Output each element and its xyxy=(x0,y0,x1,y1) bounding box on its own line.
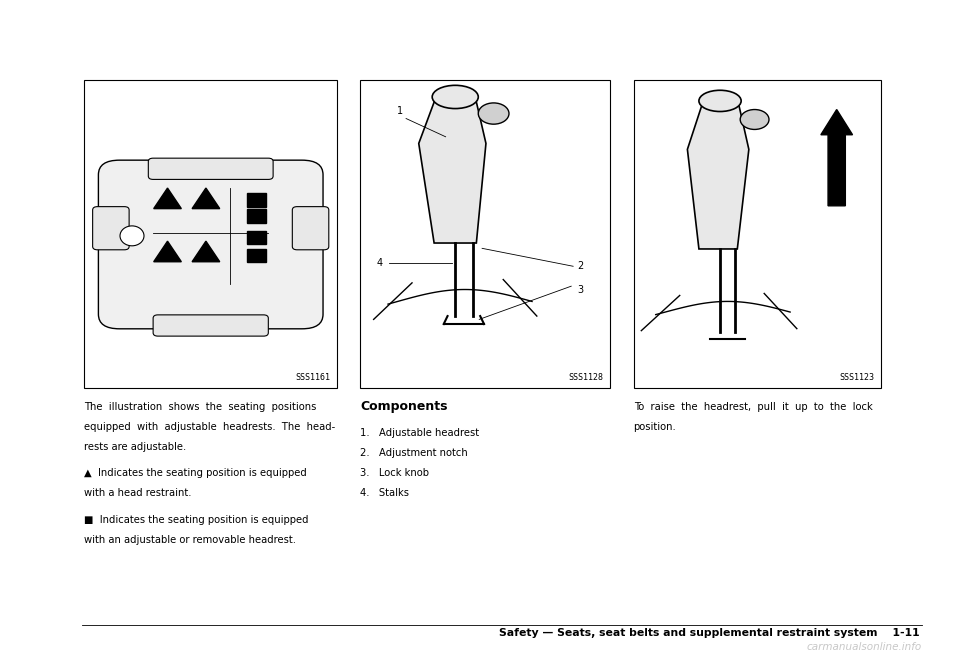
Polygon shape xyxy=(687,98,749,249)
Polygon shape xyxy=(192,188,220,208)
Text: To  raise  the  headrest,  pull  it  up  to  the  lock: To raise the headrest, pull it up to the… xyxy=(634,402,873,412)
Bar xyxy=(360,80,610,388)
Text: rests are adjustable.: rests are adjustable. xyxy=(84,442,187,452)
Bar xyxy=(248,231,267,244)
Text: equipped  with  adjustable  headrests.  The  head-: equipped with adjustable headrests. The … xyxy=(84,422,336,432)
Circle shape xyxy=(740,110,769,129)
FancyArrow shape xyxy=(821,110,852,206)
Bar xyxy=(84,80,337,388)
Text: ▲  Indicates the seating position is equipped: ▲ Indicates the seating position is equi… xyxy=(84,468,307,478)
Text: 3: 3 xyxy=(578,284,584,295)
FancyBboxPatch shape xyxy=(99,160,323,329)
Text: 1: 1 xyxy=(397,106,403,116)
Text: 4.   Stalks: 4. Stalks xyxy=(360,488,409,498)
Text: 2.   Adjustment notch: 2. Adjustment notch xyxy=(360,448,468,458)
Text: 3.   Lock knob: 3. Lock knob xyxy=(360,468,429,478)
Polygon shape xyxy=(154,188,181,208)
Bar xyxy=(634,80,881,388)
Bar xyxy=(248,209,267,222)
Text: SSS1161: SSS1161 xyxy=(296,373,330,382)
FancyBboxPatch shape xyxy=(92,207,129,250)
FancyBboxPatch shape xyxy=(292,207,328,250)
Bar xyxy=(248,193,267,207)
Text: with an adjustable or removable headrest.: with an adjustable or removable headrest… xyxy=(84,535,297,544)
Polygon shape xyxy=(154,241,181,262)
Text: Components: Components xyxy=(360,400,447,414)
FancyBboxPatch shape xyxy=(148,158,273,179)
Polygon shape xyxy=(192,241,220,262)
Text: 1.   Adjustable headrest: 1. Adjustable headrest xyxy=(360,428,479,438)
Polygon shape xyxy=(419,94,486,243)
FancyBboxPatch shape xyxy=(154,315,268,336)
Ellipse shape xyxy=(432,85,478,108)
Text: The  illustration  shows  the  seating  positions: The illustration shows the seating posit… xyxy=(84,402,317,412)
Circle shape xyxy=(478,103,509,124)
Bar xyxy=(248,249,267,262)
Text: Safety — Seats, seat belts and supplemental restraint system    1-11: Safety — Seats, seat belts and supplemen… xyxy=(499,628,920,638)
Text: SSS1123: SSS1123 xyxy=(840,373,875,382)
Text: ■  Indicates the seating position is equipped: ■ Indicates the seating position is equi… xyxy=(84,515,309,525)
Text: with a head restraint.: with a head restraint. xyxy=(84,488,192,498)
Ellipse shape xyxy=(120,226,144,246)
Text: SSS1128: SSS1128 xyxy=(568,373,603,382)
Text: carmanualsonline.info: carmanualsonline.info xyxy=(806,642,922,652)
Text: 4: 4 xyxy=(376,258,382,268)
Text: position.: position. xyxy=(634,422,677,432)
Text: 2: 2 xyxy=(578,261,584,272)
Ellipse shape xyxy=(699,90,741,112)
